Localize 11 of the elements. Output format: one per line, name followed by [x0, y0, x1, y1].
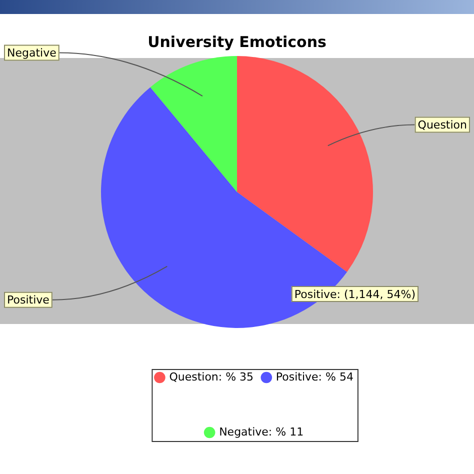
- slice-label: Positive: [7, 294, 50, 307]
- slice-label: Negative: [7, 46, 57, 60]
- data-label: : % 11: [268, 425, 304, 438]
- chart-title: University Emoticons: [148, 32, 327, 51]
- legend-label: Negative: [219, 425, 269, 438]
- data-label: : % 54: [318, 370, 354, 384]
- text: Positive: (1,144, 54%): [294, 288, 416, 301]
- data-label: : % 35: [218, 370, 254, 384]
- legend-label: Positive: [276, 370, 319, 384]
- slice-label: Question: [418, 118, 468, 132]
- legend-label: Question: [169, 370, 218, 384]
